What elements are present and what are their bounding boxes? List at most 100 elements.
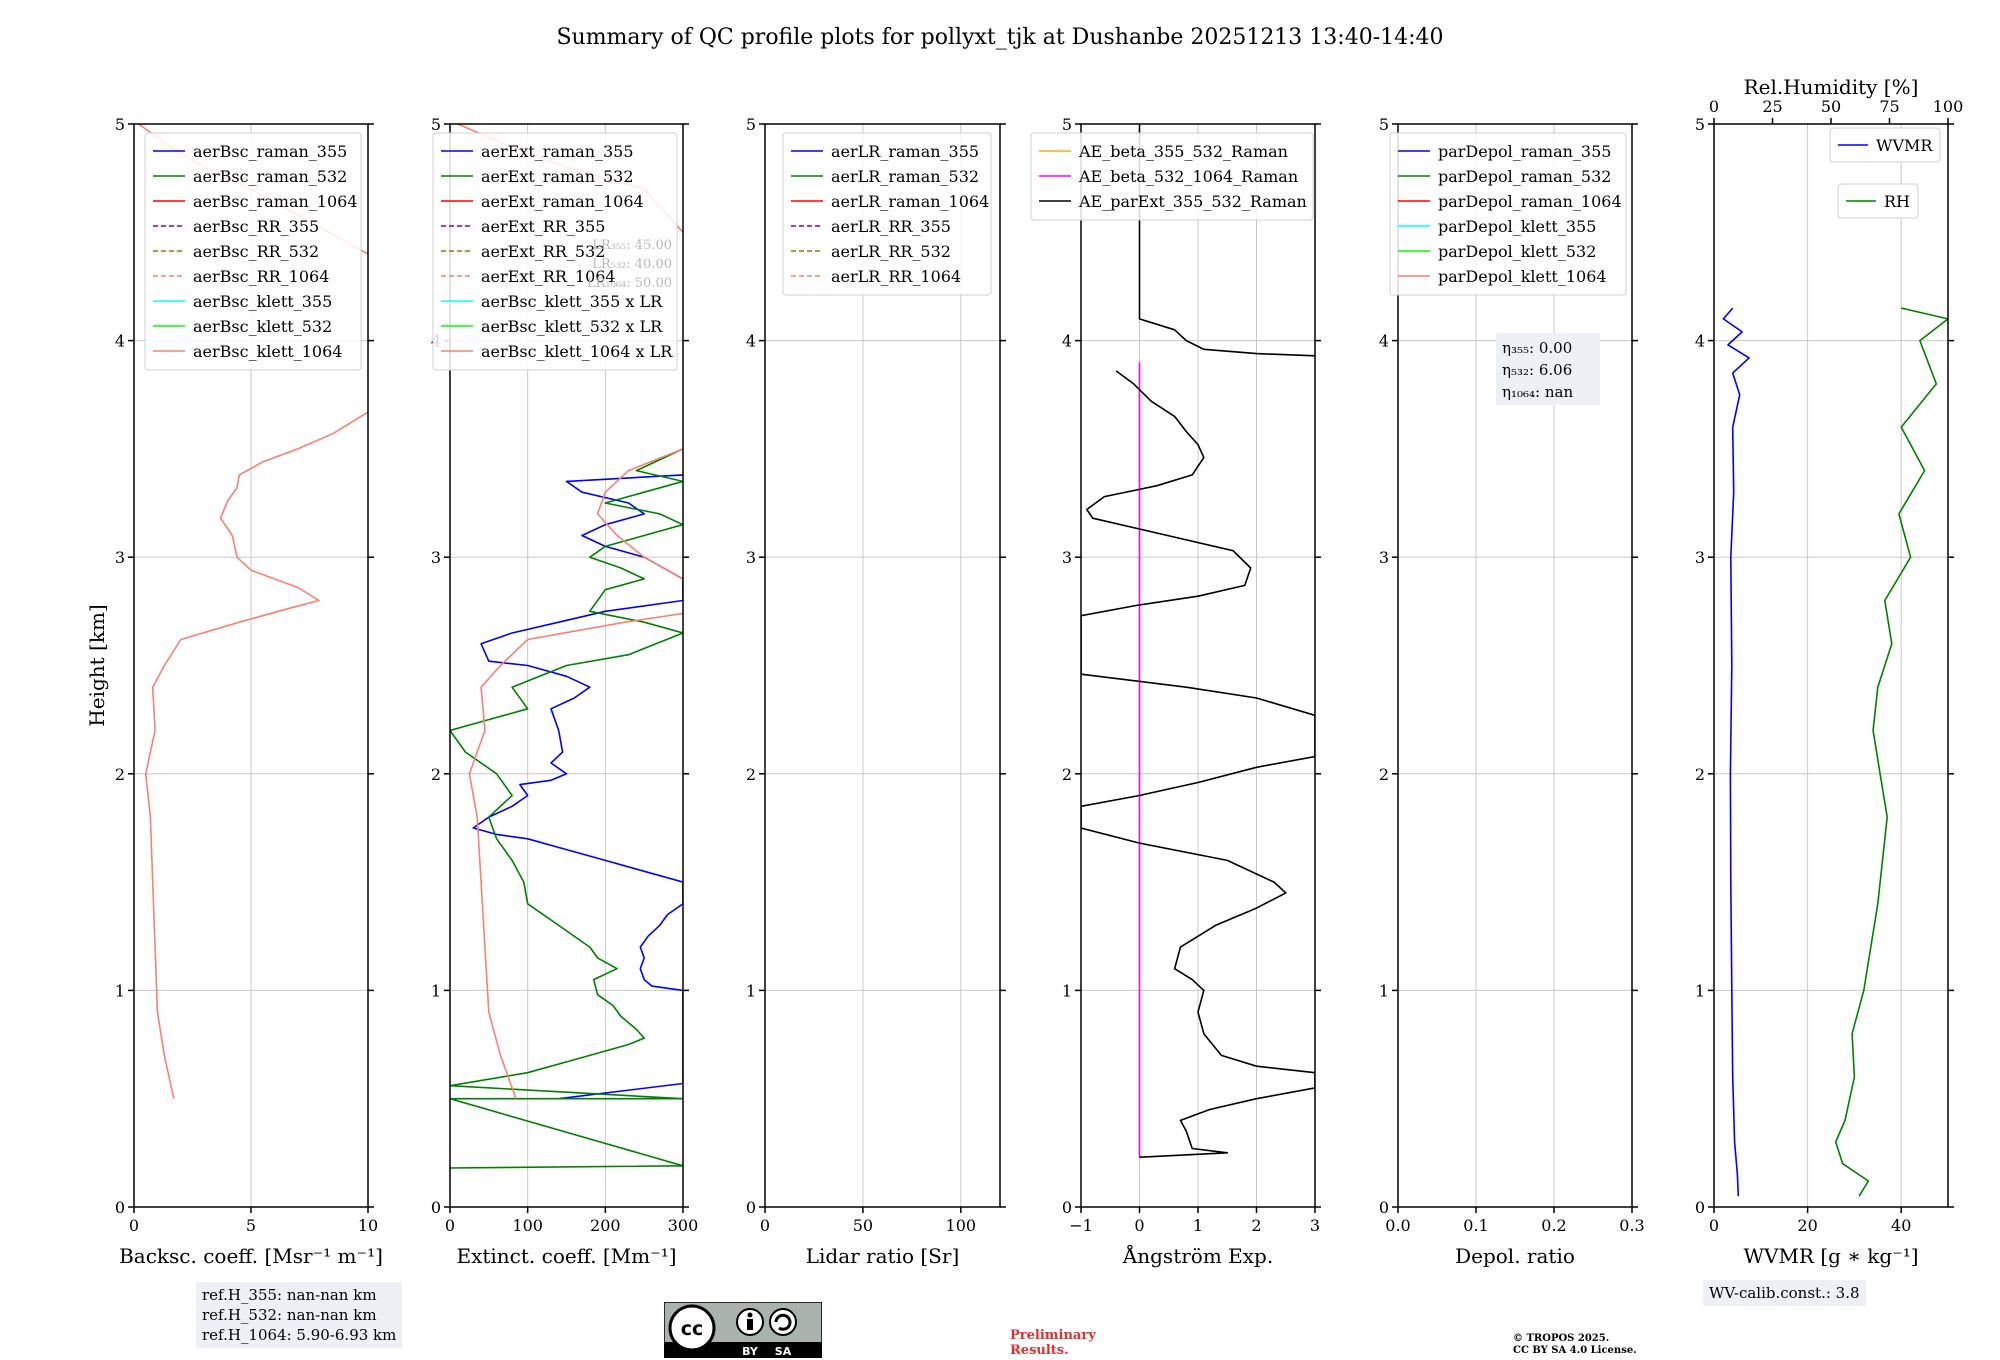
preliminary-results-note: Preliminary Results.: [1010, 1328, 1096, 1358]
y-tick-label: 3: [1379, 548, 1389, 567]
x-tick-label: 2: [1251, 1216, 1261, 1235]
legend-label: parDepol_klett_1064: [1438, 267, 1607, 286]
svg-text:cc: cc: [681, 1318, 704, 1340]
y-tick-label: 2: [431, 765, 441, 784]
x-tick-label: 3: [1310, 1216, 1320, 1235]
axes-frame: [764, 123, 1001, 1208]
legend-label: parDepol_raman_1064: [1438, 192, 1622, 211]
ref-height-355: ref.H_355: nan-nan km: [202, 1286, 377, 1304]
top-x-tick-label: 25: [1762, 97, 1782, 116]
legend-label: aerBsc_klett_355 x LR: [481, 292, 663, 311]
y-tick-label: 4: [1062, 332, 1072, 351]
series-line-rh: [1834, 307, 1948, 1197]
y-tick-label: 3: [115, 548, 125, 567]
y-tick-label: 5: [1062, 115, 1072, 134]
legend-label: parDepol_klett_532: [1438, 242, 1596, 261]
legend-label: AE_beta_532_1064_Raman: [1078, 167, 1298, 186]
y-tick-label: 5: [431, 115, 441, 134]
depol-eta-annotation: η₃₅₅: 0.00: [1502, 339, 1572, 357]
top-x-axis-label: Rel.Humidity [%]: [1744, 75, 1919, 99]
lidar-ratio-annotation: LR₁₀₆₄: 50.00: [587, 276, 672, 291]
legend-label: aerExt_raman_355: [481, 142, 634, 161]
x-tick-label: 0: [445, 1216, 455, 1235]
axes-frame: [1713, 123, 1949, 1208]
legend: aerLR_raman_355 aerLR_raman_532 aerLR_rama…: [782, 132, 992, 296]
y-tick-label: 3: [746, 548, 756, 567]
y-tick-label: 3: [431, 548, 441, 567]
legend-label: aerLR_RR_532: [831, 242, 951, 261]
legend-label: parDepol_raman_532: [1438, 167, 1611, 186]
x-axis-label: Ångström Exp.: [1122, 1243, 1273, 1268]
y-tick-label: 4: [1695, 332, 1705, 351]
legend-label: aerBsc_raman_355: [193, 142, 347, 161]
y-tick-label: 0: [115, 1198, 125, 1217]
x-tick-label: 40: [1891, 1216, 1911, 1235]
legend-label: aerLR_raman_355: [831, 142, 979, 161]
y-tick-label: 1: [1062, 981, 1072, 1000]
legend-label: aerBsc_RR_355: [193, 217, 319, 236]
x-tick-label: 0: [1134, 1216, 1144, 1235]
reference-height-note: ref.H_355: nan-nan km ref.H_532: nan-nan …: [196, 1282, 403, 1348]
legend-label: aerExt_RR_1064: [481, 267, 616, 286]
series-line-aerbsc-klett-1064-x-lr-mid-: [596, 448, 683, 580]
cc-by-sa-badge: cc BY SA: [664, 1302, 822, 1358]
sa-sharealike-icon: [769, 1308, 797, 1336]
legend-label: aerBsc_RR_532: [193, 242, 319, 261]
legend-label: aerLR_raman_1064: [831, 192, 989, 211]
y-tick-label: 2: [1695, 765, 1705, 784]
y-tick-label: 5: [746, 115, 756, 134]
y-tick-label: 0: [746, 1198, 756, 1217]
legend-label: aerBsc_klett_532: [193, 317, 332, 336]
copyright-note: © TROPOS 2025. CC BY SA 4.0 License.: [1513, 1333, 1637, 1357]
x-tick-label: 0: [1709, 1216, 1719, 1235]
series-line-wvmr: [1722, 307, 1750, 1197]
x-tick-label: 100: [512, 1216, 543, 1235]
legend-label: AE_parExt_355_532_Raman: [1078, 192, 1307, 211]
y-tick-label: 3: [1695, 548, 1705, 567]
legend-label: aerBsc_RR_1064: [193, 267, 329, 286]
y-tick-label: 1: [431, 981, 441, 1000]
x-tick-label: 0.0: [1385, 1216, 1410, 1235]
x-tick-label: 10: [358, 1216, 378, 1235]
sa-label: SA: [775, 1345, 792, 1358]
series-line-ae-parext-355-532-raman: [1081, 370, 1315, 1158]
y-tick-label: 5: [115, 115, 125, 134]
legend-label: aerExt_raman_1064: [481, 192, 644, 211]
legend: aerExt_raman_355 aerExt_raman_532 aerExt_r…: [432, 132, 678, 371]
x-axis-label: Extinct. coeff. [Mm⁻¹]: [456, 1244, 676, 1268]
series-line-aerext-raman-355: [472, 474, 683, 1100]
x-tick-label: 20: [1797, 1216, 1817, 1235]
cc-icon: [668, 1304, 716, 1352]
y-tick-label: 3: [1062, 548, 1072, 567]
x-tick-label: 0: [760, 1216, 770, 1235]
y-tick-label: 4: [115, 332, 125, 351]
legend-rh: RH: [1837, 183, 1919, 219]
lidar-ratio-annotation: LR₅₃₂: 40.00: [592, 257, 672, 272]
legend: aerBsc_raman_355 aerBsc_raman_532 aerBsc_r…: [144, 132, 362, 371]
y-tick-label: 1: [1695, 981, 1705, 1000]
y-tick-label: 4: [746, 332, 756, 351]
legend-label: aerExt_raman_532: [481, 167, 634, 186]
y-tick-label: 5: [1379, 115, 1389, 134]
top-x-tick-label: 0: [1709, 97, 1719, 116]
x-tick-label: 5: [246, 1216, 256, 1235]
y-tick-label: 1: [1379, 981, 1389, 1000]
ref-height-1064: ref.H_1064: 5.90-6.93 km: [202, 1326, 397, 1344]
x-tick-label: −1: [1069, 1216, 1093, 1235]
legend-label: parDepol_raman_355: [1438, 142, 1611, 161]
y-tick-label: 4: [1379, 332, 1389, 351]
series-group: [1081, 124, 1315, 1158]
y-tick-label: 2: [115, 765, 125, 784]
legend-label: aerLR_RR_355: [831, 217, 951, 236]
legend-wvmr: WVMR: [1829, 127, 1941, 163]
legend-label: aerLR_RR_1064: [831, 267, 961, 286]
y-tick-label: 1: [746, 981, 756, 1000]
top-x-tick-label: 100: [1933, 97, 1964, 116]
y-tick-label: 1: [115, 981, 125, 1000]
panel-5: 0 1 2 3 4 5 0.0 0.1 0.2 0.3 Depol. ratio parDepol_r…: [1379, 115, 1645, 1268]
panel-1: 0 1 2 3 4 5 0 5 10 Backsc. coeff. [Msr⁻¹ m⁻¹] Heig…: [85, 115, 383, 1268]
series-line-aerbsc-klett-1064: [144, 411, 368, 1099]
